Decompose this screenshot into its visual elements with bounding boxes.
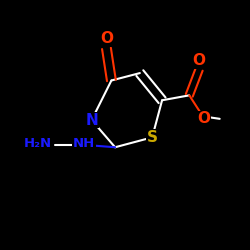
Text: O: O xyxy=(198,111,210,126)
Text: S: S xyxy=(147,130,158,145)
Text: O: O xyxy=(193,53,206,68)
Text: O: O xyxy=(100,31,113,46)
Text: N: N xyxy=(85,112,98,128)
Text: H₂N: H₂N xyxy=(24,137,52,150)
Text: NH: NH xyxy=(73,137,95,150)
